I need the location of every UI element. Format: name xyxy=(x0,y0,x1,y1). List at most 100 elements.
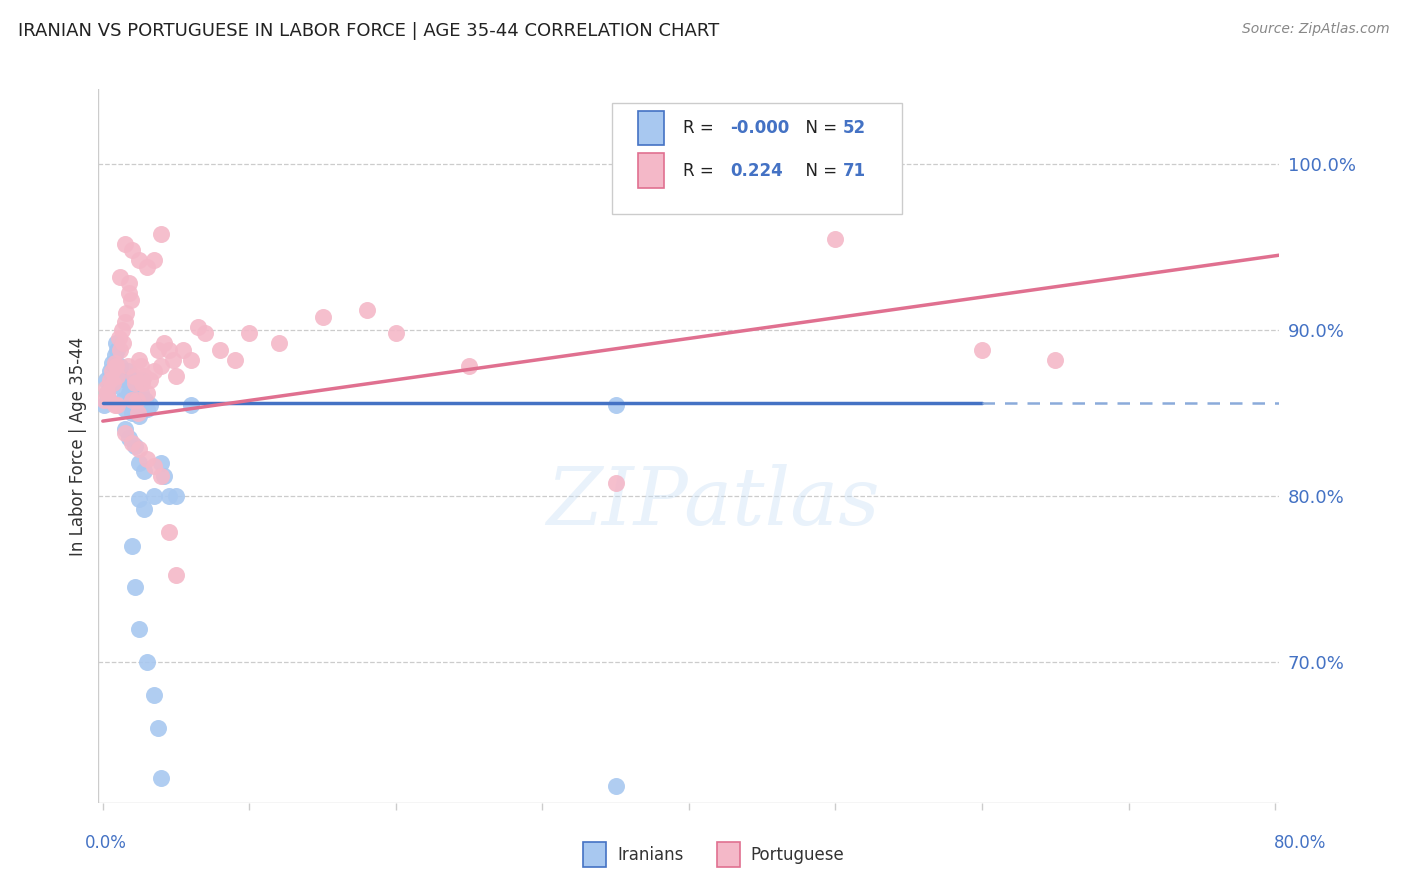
Text: 0.224: 0.224 xyxy=(730,161,783,179)
Point xyxy=(143,489,166,503)
Point xyxy=(121,406,143,420)
Point xyxy=(114,314,136,328)
Point xyxy=(124,439,146,453)
Point xyxy=(356,302,378,317)
Text: N =: N = xyxy=(796,161,842,179)
Text: Portuguese: Portuguese xyxy=(751,846,845,863)
Point xyxy=(157,525,180,540)
Point xyxy=(209,343,232,357)
Point xyxy=(180,352,202,367)
FancyBboxPatch shape xyxy=(612,103,901,214)
Point xyxy=(107,369,129,384)
Point xyxy=(153,468,176,483)
Point xyxy=(97,392,120,407)
Point xyxy=(132,464,155,478)
Point xyxy=(1045,352,1067,367)
Y-axis label: In Labor Force | Age 35-44: In Labor Force | Age 35-44 xyxy=(69,336,87,556)
FancyBboxPatch shape xyxy=(638,153,664,187)
Point xyxy=(128,352,150,367)
Point xyxy=(111,323,134,337)
Text: N =: N = xyxy=(796,119,842,136)
Point xyxy=(131,373,153,387)
Text: -0.000: -0.000 xyxy=(730,119,790,136)
Point xyxy=(124,376,146,390)
Point xyxy=(150,227,173,241)
Point xyxy=(128,456,150,470)
Point xyxy=(121,243,143,257)
Point xyxy=(148,343,170,357)
Point xyxy=(96,385,118,400)
Point xyxy=(143,688,166,702)
Text: 71: 71 xyxy=(842,161,866,179)
Point xyxy=(853,194,876,208)
Point xyxy=(143,364,166,378)
Point xyxy=(93,392,115,407)
Point xyxy=(117,359,139,374)
Point xyxy=(150,359,173,374)
Point xyxy=(105,336,128,351)
Point xyxy=(114,402,136,417)
Point xyxy=(110,343,132,357)
Point xyxy=(129,385,152,400)
Point xyxy=(103,397,125,411)
Point xyxy=(118,431,141,445)
Point xyxy=(115,373,138,387)
Point xyxy=(125,392,148,407)
Point xyxy=(605,475,627,490)
Point xyxy=(108,331,131,345)
Point xyxy=(150,456,173,470)
Point xyxy=(131,376,153,390)
Point xyxy=(605,779,627,793)
Point xyxy=(128,492,150,507)
Point xyxy=(180,397,202,411)
Point xyxy=(112,392,135,407)
Point xyxy=(100,364,122,378)
Point xyxy=(122,369,145,384)
Point xyxy=(100,356,122,370)
Point xyxy=(128,442,150,457)
Point xyxy=(135,402,157,417)
Point xyxy=(128,253,150,268)
FancyBboxPatch shape xyxy=(638,111,664,145)
Point xyxy=(98,373,121,387)
Text: 0.0%: 0.0% xyxy=(84,834,127,852)
Point xyxy=(238,326,260,340)
Point xyxy=(150,771,173,785)
Text: Source: ZipAtlas.com: Source: ZipAtlas.com xyxy=(1241,22,1389,37)
Point xyxy=(138,397,160,411)
Point xyxy=(194,326,217,340)
Point xyxy=(114,425,136,440)
Point xyxy=(311,310,333,324)
Point xyxy=(115,306,138,320)
Point xyxy=(128,622,150,636)
Point xyxy=(187,319,209,334)
Point xyxy=(157,343,180,357)
Point xyxy=(121,392,143,407)
Point xyxy=(121,435,143,450)
Point xyxy=(103,348,125,362)
Point xyxy=(120,293,142,307)
Point xyxy=(143,458,166,473)
Point xyxy=(132,502,155,516)
Point xyxy=(605,397,627,411)
Point xyxy=(127,397,149,411)
Point xyxy=(267,336,290,351)
Point xyxy=(134,392,156,407)
Point xyxy=(135,385,157,400)
Point xyxy=(162,352,184,367)
Point xyxy=(132,369,155,384)
Point xyxy=(105,359,128,374)
Point xyxy=(385,326,408,340)
Point xyxy=(111,381,134,395)
Point xyxy=(138,373,160,387)
Point xyxy=(458,359,481,374)
Point xyxy=(150,468,173,483)
Point xyxy=(124,580,146,594)
Text: ZIPatlas: ZIPatlas xyxy=(546,465,879,541)
Point xyxy=(94,381,117,395)
Point xyxy=(118,286,141,301)
Point xyxy=(118,385,141,400)
Point xyxy=(224,352,246,367)
Point xyxy=(129,359,152,374)
Point xyxy=(125,373,148,387)
